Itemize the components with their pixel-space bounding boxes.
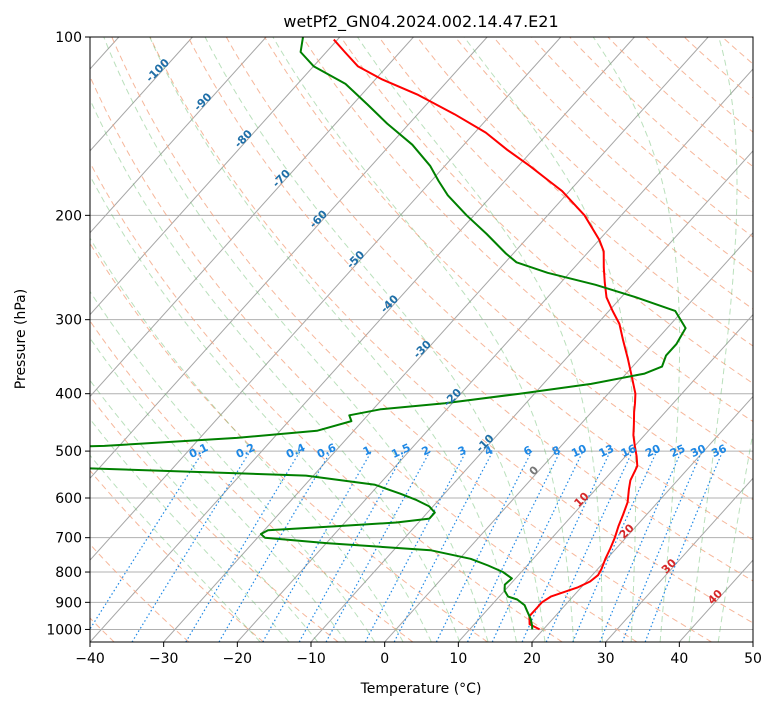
plot-background [90,37,753,642]
mixing-ratio-line [325,450,431,642]
chart-title: wetPf2_GN04.2024.002.14.47.E21 [283,12,558,32]
isotherm-line [752,641,753,642]
dry-adiabat-line [111,37,712,642]
x-tick-label: −30 [149,651,179,667]
y-tick-label: 1000 [46,622,82,638]
mixing-ratio-label: 13 [597,442,616,460]
isotherm-line [605,477,753,642]
moist-adiabat-line [90,237,404,642]
x-tick-label: −40 [75,651,105,667]
isotherm-line [90,37,562,561]
y-axis-label: Pressure (hPa) [13,289,29,389]
dry-adiabat-line [90,242,488,642]
moist-adiabat-line [90,379,319,642]
x-axis-label: Temperature (°C) [360,681,482,697]
mixing-ratio-line [621,450,703,642]
dry-adiabat-line [416,37,753,347]
dry-adiabat-line [454,37,753,310]
y-tick-label: 700 [55,531,82,547]
x-tick-label: 10 [449,651,467,667]
mixing-ratio-line [131,450,251,642]
isotherm-line [90,37,635,642]
x-tick-label: 30 [597,651,615,667]
isotherm-line [90,37,193,152]
isotherm-line [90,37,341,316]
moist-adiabat-line [592,37,681,642]
moist-adiabat-line [149,37,517,642]
mixing-ratio-label: 20 [643,442,663,460]
x-axis: −40 −30 −20 −10 0 10 20 30 40 50 [75,642,762,667]
isotherm-line [90,37,414,398]
moist-adiabat-line [463,37,637,642]
mixing-ratio-line [644,450,724,642]
dry-adiabat-line [90,395,339,642]
moist-adiabat-line [204,37,546,642]
dewpoint-profile-line [90,37,687,630]
y-tick-label: 900 [55,595,82,611]
x-tick-label: 50 [744,651,762,667]
y-tick-label: 800 [55,565,82,581]
moist-adiabat-line [90,454,261,642]
moist-adiabat-line [90,98,461,642]
moist-adiabat-line [90,337,347,642]
mixing-ratio-line [364,450,467,642]
mixing-ratio-line [90,450,204,631]
temperature-profile-line [333,38,639,631]
series-layer [90,37,687,631]
mixing-ratio-label: 16 [619,442,639,460]
mixing-ratio-line [435,450,533,642]
mixing-ratio-label: 30 [689,442,709,460]
mixing-ratio-label: 10 [569,442,589,460]
mixing-ratio-line [599,450,682,642]
dry-adiabat-line [149,37,753,624]
mixing-ratio-label: 36 [709,442,729,460]
x-tick-label: 20 [523,651,541,667]
x-tick-label: −10 [296,651,326,667]
isotherm-line [384,231,753,642]
x-tick-label: −20 [223,651,253,667]
mixing-ratio-line [572,450,658,642]
dry-adiabat-line [90,543,190,642]
moist-adiabat-line [103,37,489,642]
plot-frame [89,36,754,643]
y-tick-label: 600 [55,491,82,507]
dry-adiabat-line [90,320,414,642]
y-tick-label: 100 [55,30,82,46]
y-tick-label: 300 [55,313,82,329]
isotherm-line [457,313,753,642]
moist-adiabat-line [688,37,738,642]
isotherm-line [236,68,753,642]
moist-adiabat-line [90,290,376,642]
isotherm-line [90,37,488,480]
y-axis: 100 200 300 400 500 600 700 800 900 1000 [46,30,90,638]
dry-adiabat-line [90,161,563,642]
y-tick-label: 500 [55,444,82,460]
mixing-ratio-label: 25 [668,442,687,460]
grid-layer [90,37,753,642]
y-tick-label: 400 [55,387,82,403]
isotherm-line [531,395,753,642]
moist-adiabat-line [90,418,290,642]
x-tick-label: 40 [670,651,688,667]
isotherm-line [310,150,753,642]
mixing-ratio-line [298,450,406,642]
moist-adiabat-line [717,430,753,642]
x-tick-label: 0 [380,651,389,667]
dry-adiabat-line [90,469,264,642]
isotherm-line [90,37,267,234]
mixing-ratio-line [545,450,634,642]
moist-adiabat-line [357,37,603,642]
y-tick-label: 200 [55,208,82,224]
moist-adiabat-line [272,37,575,642]
isotherm-line [163,37,709,642]
